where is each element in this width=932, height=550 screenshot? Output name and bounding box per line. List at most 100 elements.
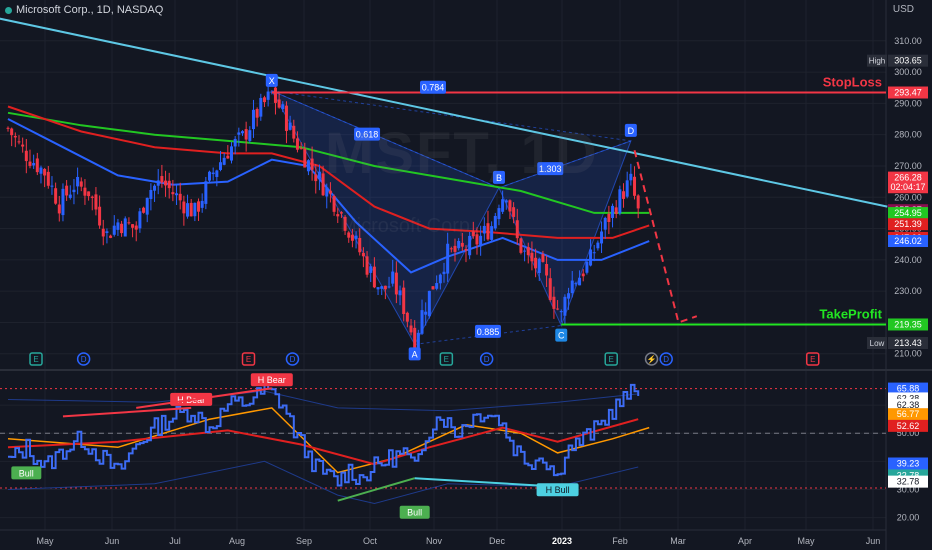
candle-body — [512, 207, 516, 217]
resistance-trendline — [0, 17, 888, 208]
price-tick-label: 210.00 — [894, 349, 922, 359]
candle-body — [600, 231, 604, 244]
price-tick-label: 300.00 — [894, 67, 922, 77]
candle-body — [413, 327, 417, 353]
candle-body — [629, 173, 633, 181]
price-label-box — [888, 235, 928, 248]
time-tick-label: Jun — [866, 536, 881, 546]
divergence-label: Bull — [407, 508, 422, 518]
price-label-value: 246.02 — [894, 236, 922, 246]
divergence-label: Bull — [19, 468, 34, 478]
candle-body — [10, 128, 14, 136]
candle-body — [35, 158, 39, 173]
candle-body — [409, 325, 413, 333]
candle-body — [328, 190, 332, 194]
candle-body — [164, 180, 168, 186]
candle-body — [244, 129, 248, 140]
candle-body — [222, 157, 226, 165]
candle-body — [460, 242, 464, 247]
price-label-box — [888, 181, 928, 194]
candle-body — [208, 171, 212, 181]
rsi-line — [8, 383, 640, 487]
price-tick-label: 240.00 — [894, 255, 922, 265]
candle-body — [273, 87, 277, 103]
price-label-box — [888, 86, 928, 99]
candle-body — [369, 266, 373, 273]
candle-body — [321, 173, 325, 196]
candle-body — [237, 132, 241, 135]
candle-body — [416, 332, 420, 348]
axis-tag-label: Low — [870, 339, 885, 348]
candle-body — [552, 296, 556, 309]
candle-body — [259, 97, 263, 117]
time-tick-label: May — [797, 536, 815, 546]
price-label-box — [888, 318, 928, 331]
candle-body — [519, 238, 523, 253]
candle-body — [358, 237, 362, 253]
osc-value-label: 62.38 — [897, 400, 920, 410]
price-label-box — [888, 207, 928, 220]
divergence-label: H Bull — [546, 485, 570, 495]
candle-body — [563, 296, 567, 316]
candle-body — [142, 207, 146, 213]
candle-body — [6, 127, 10, 129]
price-label-box — [888, 218, 928, 231]
candle-body — [233, 138, 237, 147]
earnings-marker-icon — [241, 352, 256, 366]
candle-body — [193, 202, 197, 217]
status-dot-icon — [5, 6, 12, 14]
candle-body — [570, 280, 574, 294]
candle-body — [317, 171, 321, 179]
candle-body — [530, 252, 534, 262]
osc-value-label: 32.78 — [897, 477, 920, 487]
currency-label: USD — [892, 4, 914, 15]
candle-body — [277, 99, 281, 108]
pattern-point-badge — [624, 123, 637, 137]
candle-body — [431, 286, 435, 290]
candle-body — [435, 283, 439, 289]
candle-body — [160, 176, 164, 183]
candle-body — [578, 277, 582, 286]
ratio-badge — [420, 80, 447, 94]
candle-body — [303, 148, 307, 168]
pattern-point-badge — [265, 73, 278, 87]
earnings-marker-icon — [604, 352, 618, 366]
candle-body — [76, 176, 80, 187]
candle-body — [567, 293, 571, 299]
candle-body — [255, 109, 259, 118]
candle-body — [332, 195, 336, 212]
candle-body — [28, 161, 32, 166]
event-marker-label: D — [290, 355, 296, 364]
candle-body — [585, 261, 589, 273]
candle-body — [72, 189, 76, 193]
pattern-point-label: A — [412, 349, 418, 359]
candle-body — [457, 240, 461, 249]
candle-body — [229, 146, 233, 161]
axis-tag-box — [867, 337, 887, 350]
candle-body — [83, 187, 87, 196]
dividend-marker-icon — [479, 352, 494, 366]
event-marker-label: D — [663, 355, 669, 364]
pattern-point-label: X — [269, 76, 275, 86]
candle-body — [504, 200, 508, 203]
pattern-xd-line — [271, 90, 631, 142]
osc-tick-label: 30.00 — [897, 484, 920, 494]
candle-body — [339, 212, 343, 214]
candle-body — [449, 248, 453, 250]
candle-body — [596, 242, 600, 249]
pattern-point-label: C — [558, 331, 565, 341]
osc-value-label: 62.38 — [897, 393, 920, 403]
candle-body — [39, 167, 43, 174]
candle-body — [149, 189, 153, 200]
pattern-xb-line — [271, 90, 500, 189]
time-tick-label: Jul — [169, 536, 181, 546]
candle-body — [515, 220, 519, 239]
candle-body — [32, 163, 36, 166]
price-label-value: 254.95 — [894, 208, 922, 218]
candle-body — [464, 249, 468, 251]
candle-body — [68, 194, 72, 198]
candle-body — [61, 188, 65, 216]
candle-body — [501, 199, 505, 212]
candle-body — [325, 187, 329, 197]
